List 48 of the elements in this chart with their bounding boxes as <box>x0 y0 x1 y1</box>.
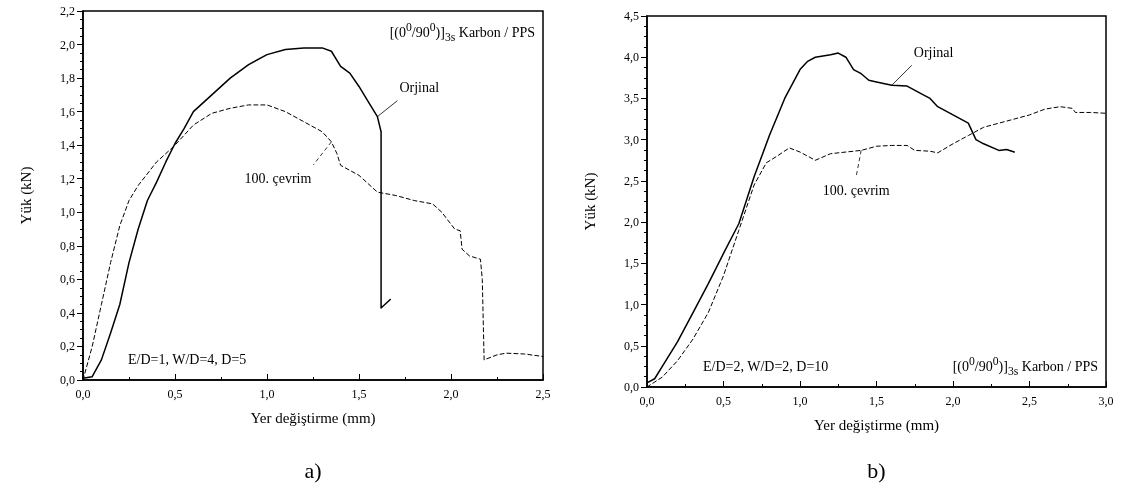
annotation: [(0$^{0}$/90$^{0}$)]$_{3s}$ Karbon / PPS <box>389 20 535 46</box>
y-tick-label: 2,2 <box>60 4 75 18</box>
x-tick-label: 0,0 <box>639 394 655 408</box>
y-tick-label: 0,5 <box>624 338 639 353</box>
x-tick-label: 2,0 <box>443 387 459 401</box>
y-tick-label: 4,0 <box>624 50 639 65</box>
text: b) <box>867 457 886 483</box>
y-tick-label: 2,0 <box>60 37 75 52</box>
annotation: E/D=1, W/D=4, D=5 <box>128 352 247 368</box>
x-axis-title: Yer değiştirme (mm) <box>250 409 376 427</box>
x-tick-label: 1,0 <box>259 387 275 401</box>
x-tick-label: 2,5 <box>1022 394 1037 408</box>
y-tick-label: 0,4 <box>60 305 75 320</box>
y-tick-label: 3,5 <box>624 91 639 106</box>
legend-label: 100. çevrim <box>822 182 890 198</box>
y-tick-label: 4,5 <box>624 9 639 23</box>
x-axis-title: Yer değiştirme (mm) <box>813 416 940 434</box>
y-tick-label: 0,2 <box>60 339 75 354</box>
y-tick-label: 1,0 <box>60 205 75 220</box>
x-tick-label: 0,5 <box>167 387 183 401</box>
x-tick-label: 0,5 <box>716 394 731 408</box>
y-tick-label: 0,0 <box>60 373 75 387</box>
y-tick-label: 0,8 <box>60 238 75 253</box>
y-tick-label: 2,5 <box>624 173 639 188</box>
y-axis-title: Yük (kN) <box>17 166 35 225</box>
series-label: Orjinal <box>913 44 954 60</box>
x-tick-label: 0,0 <box>75 387 91 401</box>
x-tick-label: 2,5 <box>535 387 551 401</box>
legend-label: 100. çevrim <box>244 171 312 187</box>
y-tick-label: 2,0 <box>624 215 639 230</box>
x-tick-label: 1,5 <box>869 394 884 408</box>
x-tick-label: 3,0 <box>1098 394 1114 408</box>
y-tick-label: 1,8 <box>60 71 75 86</box>
y-tick-label: 1,4 <box>60 138 75 153</box>
y-tick-label: 1,2 <box>60 171 75 186</box>
x-tick-label: 1,5 <box>351 387 367 401</box>
annotation: [(0$^{0}$/90$^{0}$)]$_{3s}$ Karbon / PPS <box>952 354 1098 380</box>
text: Orjinal <box>399 80 440 96</box>
y-tick-label: 1,0 <box>624 297 639 312</box>
text: a) <box>304 457 322 483</box>
x-tick-label: 1,0 <box>792 394 808 408</box>
y-tick-label: 0,6 <box>60 272 75 287</box>
annotation: E/D=2, W/D=2, D=10 <box>703 359 829 375</box>
y-axis-title: Yük (kN) <box>581 172 599 231</box>
y-tick-label: 1,5 <box>624 256 639 271</box>
y-tick-label: 1,6 <box>60 104 75 119</box>
x-tick-label: 2,0 <box>945 394 961 408</box>
y-tick-label: 3,0 <box>624 132 639 147</box>
